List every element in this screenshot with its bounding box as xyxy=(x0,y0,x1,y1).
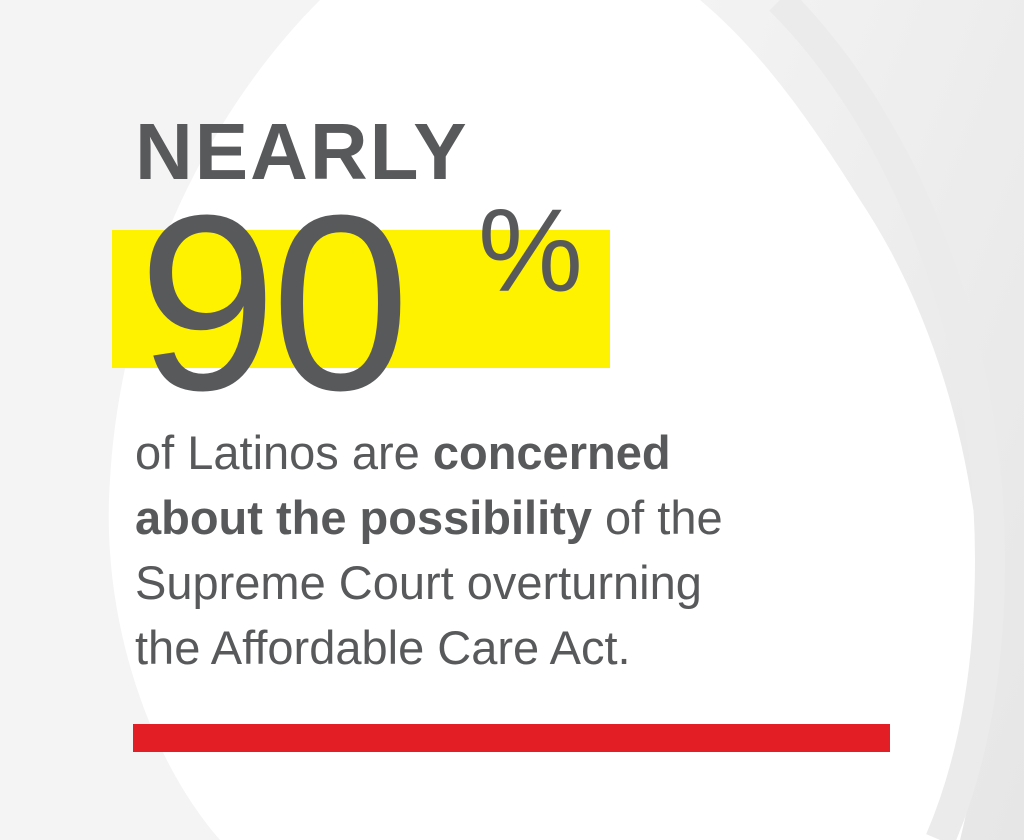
eyebrow: NEARLY xyxy=(135,107,469,196)
divider-bar xyxy=(133,724,890,752)
bold-text: about the possibility xyxy=(135,491,592,544)
statement-line: the Affordable Care Act. xyxy=(135,615,723,680)
text: Supreme Court overturning xyxy=(135,556,702,609)
statement-line: about the possibility of the xyxy=(135,485,723,550)
text: of the xyxy=(591,491,723,544)
text: the Affordable Care Act. xyxy=(135,621,631,674)
bold-text: concerned xyxy=(432,426,671,479)
text: of Latinos are xyxy=(135,426,433,479)
statement-line: of Latinos are concerned xyxy=(135,420,723,485)
statement-line: Supreme Court overturning xyxy=(135,550,723,615)
unit: % xyxy=(478,185,583,317)
big-figure: 90 xyxy=(138,163,410,442)
statement: of Latinos are concerned about the possib… xyxy=(135,420,723,680)
highlight-box xyxy=(112,230,610,368)
